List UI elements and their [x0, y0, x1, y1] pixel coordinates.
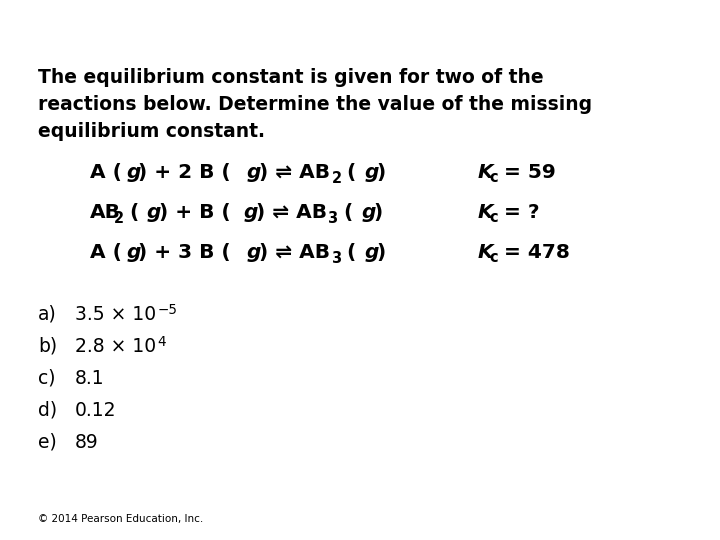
Text: (: (: [341, 243, 356, 262]
Text: g: g: [126, 243, 140, 262]
Text: = ?: = ?: [497, 203, 539, 222]
Text: (: (: [337, 203, 354, 222]
Text: g: g: [126, 163, 140, 182]
Text: b): b): [38, 337, 57, 356]
Text: g: g: [147, 203, 161, 222]
Text: K: K: [478, 243, 494, 262]
Text: ) + B (: ) + B (: [159, 203, 230, 222]
Text: = 59: = 59: [497, 163, 556, 182]
Text: ) ⇌ AB: ) ⇌ AB: [259, 243, 330, 262]
Text: 3: 3: [328, 211, 338, 226]
Text: A (: A (: [90, 163, 122, 182]
Text: −5: −5: [158, 303, 178, 317]
Text: 0.12: 0.12: [75, 401, 117, 420]
Text: equilibrium constant.: equilibrium constant.: [38, 122, 265, 141]
Text: c): c): [38, 369, 55, 388]
Text: reactions below. Determine the value of the missing: reactions below. Determine the value of …: [38, 95, 592, 114]
Text: 4: 4: [158, 335, 166, 349]
Text: K: K: [478, 163, 494, 182]
Text: 89: 89: [75, 433, 99, 452]
Text: e): e): [38, 433, 57, 452]
Text: g: g: [364, 163, 379, 182]
Text: ) + 3 B (: ) + 3 B (: [138, 243, 231, 262]
Text: (: (: [123, 203, 139, 222]
Text: The equilibrium constant is given for two of the: The equilibrium constant is given for tw…: [38, 68, 544, 87]
Text: 3.5 × 10: 3.5 × 10: [75, 305, 156, 324]
Text: (: (: [341, 163, 356, 182]
Text: g: g: [243, 203, 258, 222]
Text: g: g: [247, 243, 261, 262]
Text: A (: A (: [90, 243, 122, 262]
Text: d): d): [38, 401, 57, 420]
Text: AB: AB: [90, 203, 121, 222]
Text: g: g: [364, 243, 379, 262]
Text: ) ⇌ AB: ) ⇌ AB: [256, 203, 327, 222]
Text: 2: 2: [114, 211, 124, 226]
Text: g: g: [361, 203, 376, 222]
Text: ) + 2 B (: ) + 2 B (: [138, 163, 231, 182]
Text: c: c: [489, 170, 498, 185]
Text: 8.1: 8.1: [75, 369, 104, 388]
Text: g: g: [247, 163, 261, 182]
Text: c: c: [489, 250, 498, 265]
Text: 2: 2: [332, 171, 342, 186]
Text: K: K: [478, 203, 494, 222]
Text: 2.8 × 10: 2.8 × 10: [75, 337, 156, 356]
Text: ): ): [377, 243, 386, 262]
Text: ): ): [377, 163, 386, 182]
Text: 3: 3: [332, 251, 342, 266]
Text: ) ⇌ AB: ) ⇌ AB: [259, 163, 330, 182]
Text: = 478: = 478: [497, 243, 570, 262]
Text: c: c: [489, 210, 498, 225]
Text: a): a): [38, 305, 57, 324]
Text: © 2014 Pearson Education, Inc.: © 2014 Pearson Education, Inc.: [38, 514, 203, 524]
Text: ): ): [373, 203, 382, 222]
